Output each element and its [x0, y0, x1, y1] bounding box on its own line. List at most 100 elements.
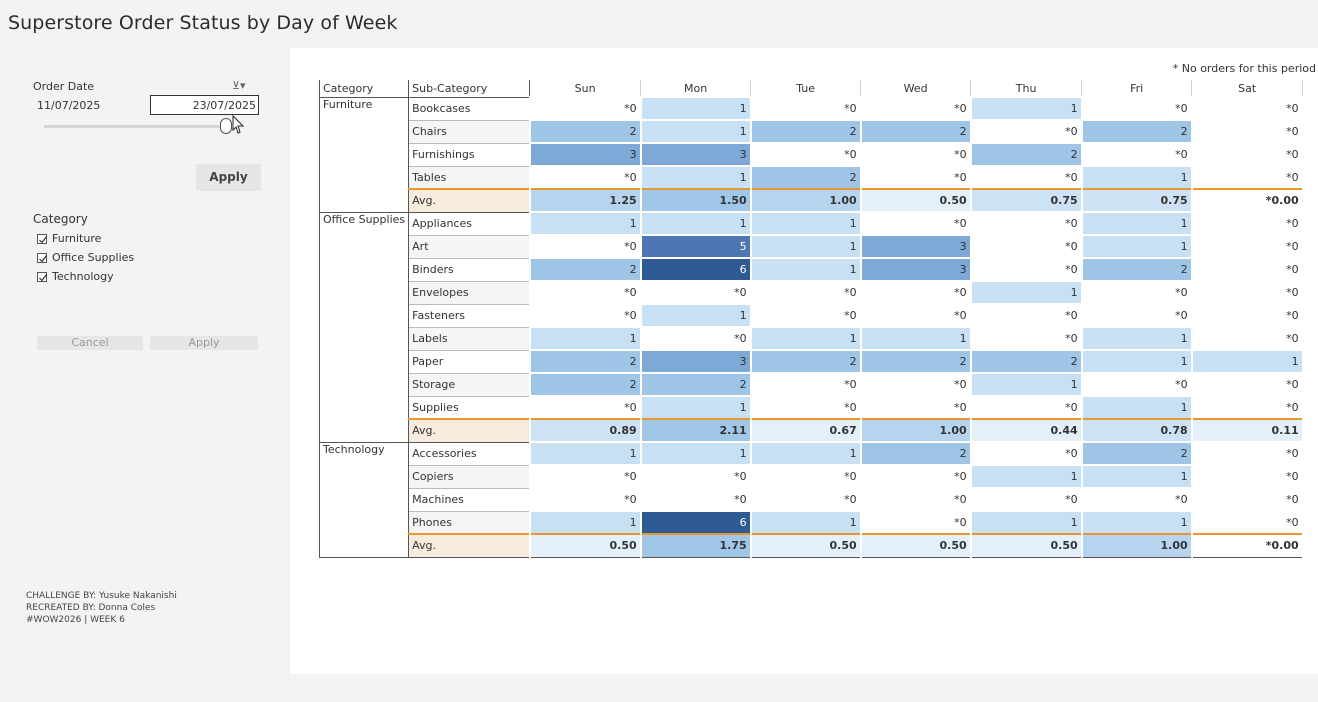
avg-value-cell[interactable]: 0.89 [528, 418, 642, 443]
avg-value-cell[interactable]: 0.50 [969, 533, 1083, 558]
order-count-cell[interactable]: *0 [528, 487, 642, 512]
header-day[interactable]: Tue [750, 80, 862, 98]
order-count-cell[interactable]: *0 [1190, 257, 1304, 282]
category-checkbox-office-supplies[interactable]: Office Supplies [37, 251, 134, 264]
order-count-cell[interactable]: 2 [859, 349, 972, 374]
order-count-cell[interactable]: *0 [749, 96, 862, 121]
order-count-cell[interactable]: 1 [639, 211, 752, 236]
avg-value-cell[interactable]: 1.75 [639, 533, 752, 558]
order-count-cell[interactable]: 1 [639, 395, 752, 420]
order-count-cell[interactable]: *0 [749, 372, 862, 397]
order-count-cell[interactable]: *0 [528, 464, 642, 489]
checkbox-checked-icon[interactable] [37, 233, 47, 244]
order-count-cell[interactable]: 2 [749, 119, 862, 144]
order-count-cell[interactable]: 1 [749, 257, 862, 282]
order-count-cell[interactable]: 1 [1080, 165, 1193, 190]
order-count-cell[interactable]: *0 [859, 96, 972, 121]
order-count-cell[interactable]: 2 [1080, 257, 1193, 282]
order-count-cell[interactable]: 2 [1080, 441, 1193, 466]
order-count-cell[interactable]: *0 [1190, 395, 1304, 420]
order-count-cell[interactable]: 1 [749, 326, 862, 351]
order-count-cell[interactable]: 1 [528, 441, 642, 466]
order-count-cell[interactable]: *0 [639, 487, 752, 512]
order-count-cell[interactable]: *0 [1190, 96, 1304, 121]
order-count-cell[interactable]: *0 [528, 395, 642, 420]
order-count-cell[interactable]: *0 [859, 464, 972, 489]
order-count-cell[interactable]: 1 [1080, 211, 1193, 236]
avg-value-cell[interactable]: 1.00 [859, 418, 972, 443]
order-count-cell[interactable]: *0 [639, 280, 752, 305]
order-count-cell[interactable]: 1 [528, 326, 642, 351]
order-count-cell[interactable]: 1 [859, 326, 972, 351]
avg-value-cell[interactable]: 0.75 [969, 188, 1083, 213]
category-checkbox-furniture[interactable]: Furniture [37, 232, 101, 245]
avg-value-cell[interactable]: 0.78 [1080, 418, 1193, 443]
order-count-cell[interactable]: 1 [639, 165, 752, 190]
avg-value-cell[interactable]: 0.11 [1190, 418, 1304, 443]
order-count-cell[interactable]: *0 [1190, 142, 1304, 167]
category-cancel-button[interactable]: Cancel [37, 336, 143, 350]
order-count-cell[interactable]: *0 [859, 487, 972, 512]
order-count-cell[interactable]: *0 [528, 96, 642, 121]
order-count-cell[interactable]: *0 [859, 395, 972, 420]
header-day[interactable]: Sun [529, 80, 642, 98]
order-count-cell[interactable]: 1 [969, 372, 1083, 397]
order-count-cell[interactable]: *0 [859, 142, 972, 167]
order-count-cell[interactable]: *0 [969, 165, 1083, 190]
order-count-cell[interactable]: 1 [749, 510, 862, 535]
order-count-cell[interactable]: *0 [749, 395, 862, 420]
order-count-cell[interactable]: 1 [749, 211, 862, 236]
avg-value-cell[interactable]: 1.50 [639, 188, 752, 213]
order-count-cell[interactable]: 1 [1080, 464, 1193, 489]
order-count-cell[interactable]: *0 [749, 142, 862, 167]
avg-value-cell[interactable]: 1.00 [1080, 533, 1193, 558]
order-count-cell[interactable]: 1 [639, 96, 752, 121]
order-count-cell[interactable]: *0 [1190, 326, 1304, 351]
order-count-cell[interactable]: 1 [528, 510, 642, 535]
date-range-slider[interactable] [44, 125, 230, 128]
order-count-cell[interactable]: *0 [1190, 280, 1304, 305]
avg-value-cell[interactable]: 0.75 [1080, 188, 1193, 213]
order-count-cell[interactable]: 1 [1190, 349, 1304, 374]
order-count-cell[interactable]: *0 [859, 165, 972, 190]
order-count-cell[interactable]: *0 [859, 280, 972, 305]
order-count-cell[interactable]: 2 [969, 142, 1083, 167]
avg-value-cell[interactable]: 0.67 [749, 418, 862, 443]
avg-value-cell[interactable]: 2.11 [639, 418, 752, 443]
order-count-cell[interactable]: *0 [969, 326, 1083, 351]
header-category[interactable]: Category [318, 80, 410, 98]
order-count-cell[interactable]: *0 [969, 211, 1083, 236]
order-count-cell[interactable]: *0 [859, 303, 972, 328]
order-count-cell[interactable]: 6 [639, 510, 752, 535]
order-count-cell[interactable]: *0 [1190, 510, 1304, 535]
avg-value-cell[interactable]: *0.00 [1190, 188, 1304, 213]
order-count-cell[interactable]: *0 [1080, 280, 1193, 305]
order-count-cell[interactable]: 2 [528, 372, 642, 397]
order-count-cell[interactable]: *0 [1190, 441, 1304, 466]
order-count-cell[interactable]: *0 [969, 257, 1083, 282]
order-count-cell[interactable]: 3 [639, 142, 752, 167]
order-count-cell[interactable]: *0 [1080, 142, 1193, 167]
category-checkbox-technology[interactable]: Technology [37, 270, 114, 283]
order-count-cell[interactable]: 1 [639, 119, 752, 144]
order-count-cell[interactable]: *0 [969, 303, 1083, 328]
header-day[interactable]: Wed [860, 80, 972, 98]
order-count-cell[interactable]: *0 [969, 119, 1083, 144]
avg-value-cell[interactable]: 0.50 [528, 533, 642, 558]
order-count-cell[interactable]: 1 [1080, 326, 1193, 351]
order-count-cell[interactable]: *0 [859, 372, 972, 397]
order-count-cell[interactable]: 2 [859, 441, 972, 466]
header-subcategory[interactable]: Sub-Category [408, 80, 531, 98]
order-count-cell[interactable]: *0 [859, 510, 972, 535]
order-count-cell[interactable]: *0 [749, 464, 862, 489]
slider-handle[interactable] [220, 118, 232, 134]
order-count-cell[interactable]: *0 [1190, 372, 1304, 397]
order-count-cell[interactable]: 1 [1080, 349, 1193, 374]
avg-value-cell[interactable]: 0.50 [749, 533, 862, 558]
order-count-cell[interactable]: 5 [639, 234, 752, 259]
order-count-cell[interactable]: *0 [969, 487, 1083, 512]
order-count-cell[interactable]: *0 [1080, 96, 1193, 121]
order-count-cell[interactable]: *0 [1080, 372, 1193, 397]
order-count-cell[interactable]: 2 [969, 349, 1083, 374]
order-count-cell[interactable]: 1 [969, 96, 1083, 121]
